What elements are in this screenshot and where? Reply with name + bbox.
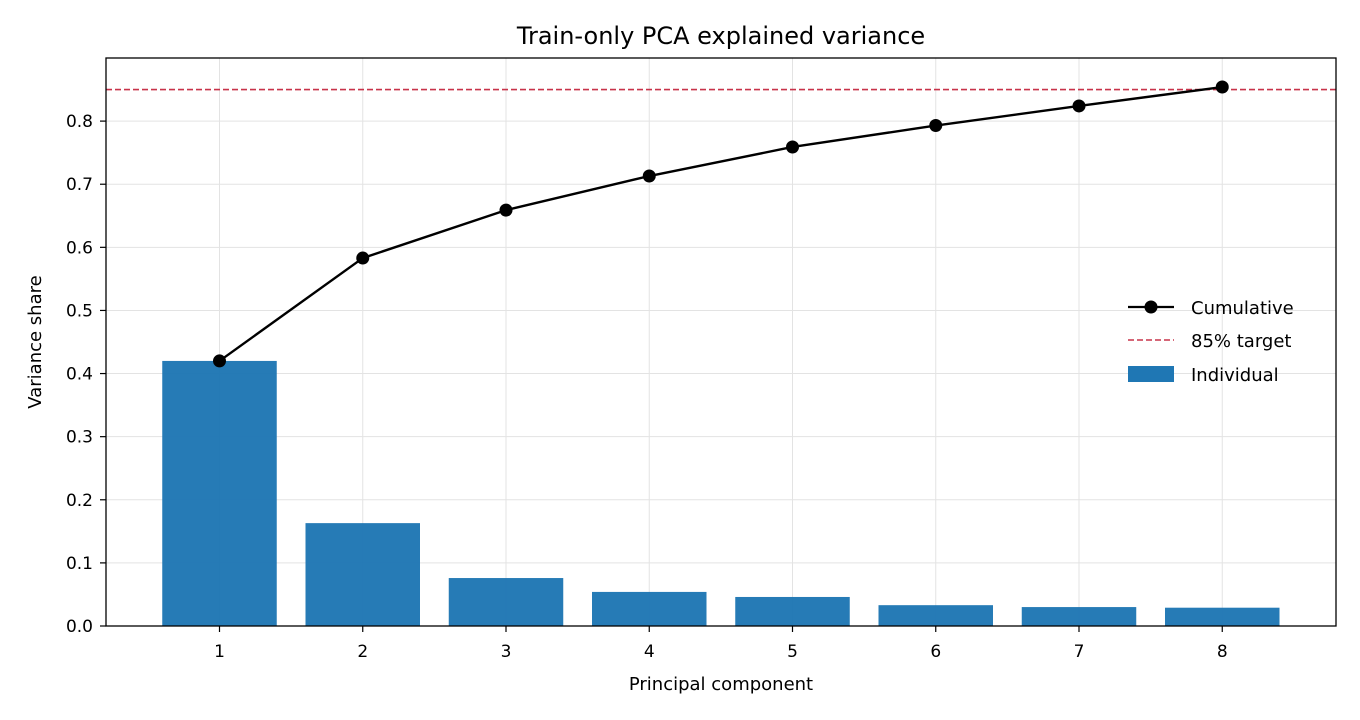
x-tick-label: 1 [214,642,225,662]
y-tick-label: 0.3 [66,428,93,448]
cumulative-point [1072,99,1086,113]
x-tick-label: 6 [930,642,941,662]
y-tick-label: 0.1 [66,554,93,574]
cumulative-point [786,140,799,154]
y-tick-label: 0.7 [66,175,93,195]
y-tick-label: 0.5 [66,301,93,321]
y-tick-label: 0.6 [66,238,93,258]
x-axis-label: Principal component [629,674,813,695]
legend: Cumulative 85% target Individual [1128,298,1294,386]
cumulative-line-layer [213,80,1229,368]
cumulative-point [213,354,226,368]
bar-individual [162,360,277,626]
legend-swatch-individual [1128,366,1174,382]
cumulative-point [642,169,656,183]
plot-frame [105,57,1337,627]
x-tick-label: 7 [1074,642,1085,662]
legend-label-cumulative: Cumulative [1191,298,1294,319]
x-tick-label: 2 [357,642,368,662]
bar-individual [1165,607,1280,626]
x-tick-label: 5 [787,642,798,662]
y-tick-label: 0.2 [66,491,93,511]
y-axis-label: Variance share [25,275,46,408]
bar-layer [162,360,1280,626]
x-tick-label: 3 [501,642,512,662]
x-tick-label: 4 [644,642,655,662]
y-tick-layer: 0.0 0.1 0.2 0.3 0.4 0.5 0.6 0.7 0.8 [66,112,106,637]
y-tick-label: 0.4 [66,365,93,385]
cumulative-point [356,251,370,265]
cumulative-line [218,85,1223,362]
chart-title: Train-only PCA explained variance [516,22,925,50]
cumulative-point [929,119,943,133]
legend-label-individual: Individual [1191,365,1279,386]
x-tick-label: 8 [1217,642,1228,662]
x-tick-layer: 1 2 3 4 5 6 7 8 [214,626,1228,662]
y-tick-label: 0.8 [66,112,93,132]
bar-individual [592,591,707,626]
bar-individual [735,596,850,626]
legend-label-target: 85% target [1191,331,1291,352]
bar-individual [1021,607,1137,626]
cumulative-point [499,203,513,217]
y-tick-label: 0.0 [66,617,93,637]
bar-individual [448,578,564,626]
bar-individual [878,605,993,626]
cumulative-point [1215,80,1229,94]
bar-individual [305,523,420,626]
legend-swatch-cumulative-marker [1144,300,1158,314]
